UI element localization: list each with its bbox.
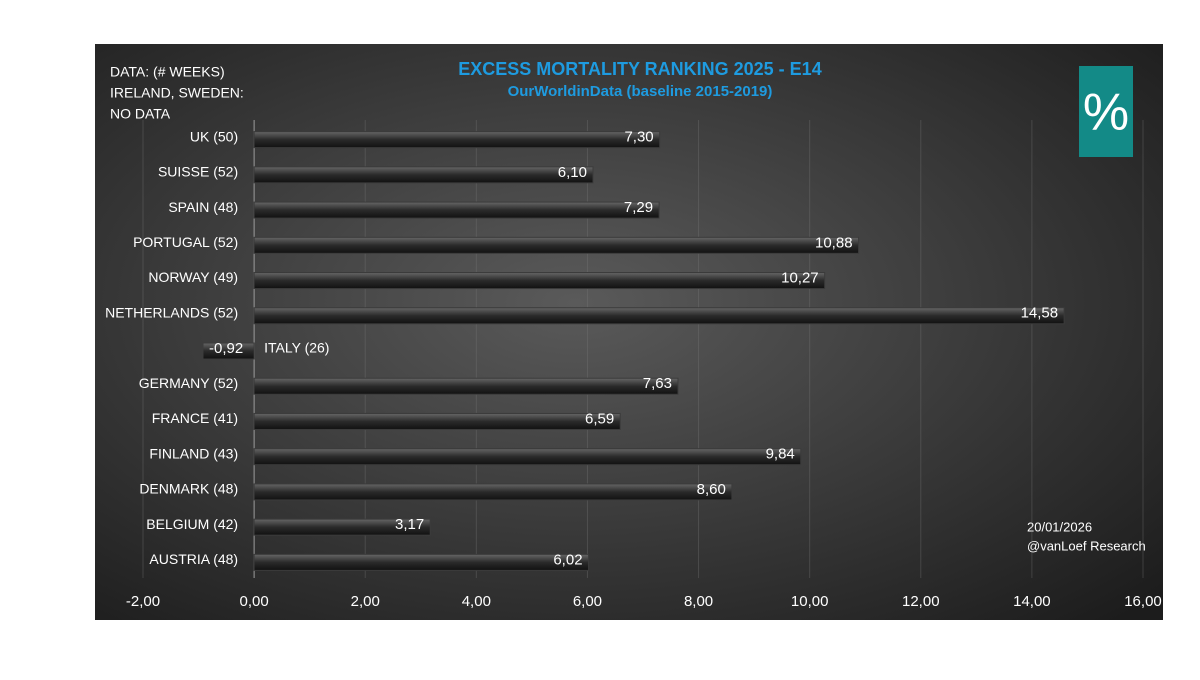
category-label: AUSTRIA (48) (149, 551, 238, 567)
value-label: 8,60 (697, 481, 726, 498)
bar (253, 448, 802, 466)
category-label: BELGIUM (42) (146, 516, 238, 532)
x-tick-label: 6,00 (573, 593, 602, 610)
x-tick-label: 12,00 (902, 593, 940, 610)
category-label: FINLAND (43) (149, 445, 238, 461)
note: DATA: (# WEEKS) (110, 64, 225, 80)
bar (253, 412, 621, 430)
bar (253, 518, 431, 536)
bar (253, 236, 860, 254)
value-label: 6,02 (553, 551, 582, 568)
category-label: UK (50) (190, 128, 238, 144)
category-label: ITALY (26) (264, 340, 329, 356)
footer-credit: @vanLoef Research (1027, 538, 1146, 553)
category-label: GERMANY (52) (139, 375, 238, 391)
category-label: NETHERLANDS (52) (105, 304, 238, 320)
category-label: PORTUGAL (52) (133, 234, 238, 250)
chart-subtitle: OurWorldinData (baseline 2015-2019) (508, 83, 773, 100)
value-label: 10,27 (781, 270, 819, 287)
bar (202, 342, 255, 360)
bar (253, 272, 826, 290)
x-tick-label: 10,00 (791, 593, 829, 610)
footer-date: 20/01/2026 (1027, 519, 1092, 534)
value-label: 7,29 (624, 199, 653, 216)
x-tick-label: 14,00 (1013, 593, 1051, 610)
value-label: 10,88 (815, 234, 853, 251)
bar (253, 553, 590, 571)
x-tick-label: -2,00 (126, 593, 160, 610)
bar (253, 166, 594, 184)
value-label: 6,10 (558, 164, 587, 181)
bar (253, 131, 661, 149)
x-tick-label: 2,00 (351, 593, 380, 610)
x-tick-label: 0,00 (240, 593, 269, 610)
bar (253, 377, 679, 395)
chart-title: EXCESS MORTALITY RANKING 2025 - E14 (458, 59, 821, 79)
badge (1079, 66, 1133, 157)
value-label: 6,59 (585, 410, 614, 427)
category-label: NORWAY (49) (148, 269, 238, 285)
category-label: SPAIN (48) (168, 199, 238, 215)
category-label: FRANCE (41) (152, 410, 238, 426)
note: NO DATA (110, 106, 171, 122)
x-tick-label: 16,00 (1124, 593, 1162, 610)
bar (253, 201, 660, 219)
note: IRELAND, SWEDEN: (110, 85, 244, 101)
value-label: -0,92 (209, 340, 243, 357)
x-tick-label: 8,00 (684, 593, 713, 610)
badge-symbol: % (1083, 84, 1129, 142)
bar (253, 307, 1065, 325)
bar (253, 483, 733, 501)
value-label: 7,30 (624, 129, 653, 146)
value-label: 3,17 (395, 516, 424, 533)
value-label: 9,84 (766, 446, 795, 463)
value-label: 14,58 (1021, 305, 1059, 322)
category-label: SUISSE (52) (158, 164, 238, 180)
category-label: DENMARK (48) (139, 481, 238, 497)
value-label: 7,63 (643, 375, 672, 392)
x-tick-label: 4,00 (462, 593, 491, 610)
